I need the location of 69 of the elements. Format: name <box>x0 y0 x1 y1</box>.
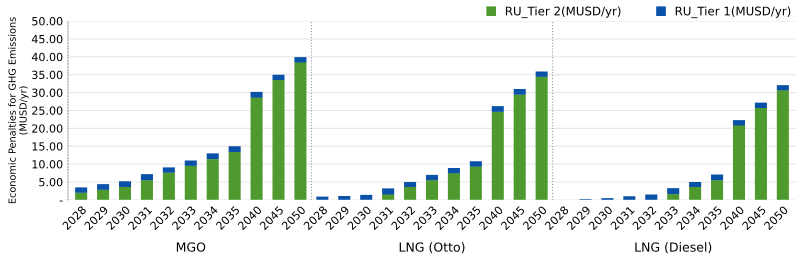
bar <box>184 160 197 166</box>
bar <box>316 196 328 200</box>
bar <box>162 167 175 173</box>
bar <box>250 92 263 98</box>
bar <box>689 187 702 200</box>
bar <box>536 71 548 77</box>
bar <box>689 182 702 188</box>
y-tick-label: 15.00 <box>32 142 62 151</box>
bar <box>294 62 306 200</box>
bar <box>206 153 219 160</box>
y-tick-label: 35.00 <box>32 70 62 80</box>
bar <box>404 187 416 200</box>
bar <box>382 188 394 195</box>
bar <box>776 90 789 200</box>
y-axis-title: Economic Penalties for GHG Emissions (MUSD/yr) <box>8 17 29 204</box>
bar <box>645 194 658 200</box>
bar <box>250 98 263 200</box>
y-tick-label: 40.00 <box>32 52 62 62</box>
bar <box>404 182 416 188</box>
bar <box>514 94 526 200</box>
bar <box>382 194 394 200</box>
bar <box>228 146 241 152</box>
bar <box>492 106 504 112</box>
bar <box>228 152 241 200</box>
bar <box>536 76 548 200</box>
bar <box>162 172 175 200</box>
bar <box>667 188 680 194</box>
bar <box>272 74 285 80</box>
bar <box>448 168 460 174</box>
bar <box>732 125 746 200</box>
bar <box>514 89 526 95</box>
bar <box>470 166 482 200</box>
bar <box>294 57 306 63</box>
bar <box>140 174 153 180</box>
bar <box>118 181 132 188</box>
bar <box>426 174 438 180</box>
bar <box>75 187 88 193</box>
y-tick-label: - <box>60 200 63 202</box>
text: LNG (Otto) <box>400 242 464 254</box>
bar <box>426 180 438 200</box>
legend-label: RU_Tier 2(MUSD/yr) <box>506 6 620 18</box>
y-tick-label: 30.00 <box>32 88 62 97</box>
y-tick-label: 50.00 <box>32 17 62 26</box>
text: MGO <box>176 242 206 252</box>
bar <box>732 120 746 126</box>
bar <box>97 184 110 190</box>
y-tick-label: 45.00 <box>32 34 62 44</box>
bar <box>711 174 724 180</box>
bar <box>470 161 482 167</box>
bar <box>75 192 88 200</box>
legend-label: RU_Tier 1(MUSD/yr) <box>676 6 790 18</box>
bar <box>184 166 197 200</box>
bar <box>754 102 767 108</box>
bar <box>272 80 285 200</box>
bar <box>118 187 132 200</box>
y-tick-label: 25.00 <box>32 106 62 115</box>
bar <box>97 190 110 200</box>
bar <box>776 85 789 90</box>
y-tick-label: 5.00 <box>39 178 62 186</box>
text: LNG (Diesel) <box>635 242 712 254</box>
bar <box>711 180 724 200</box>
bar <box>140 180 153 200</box>
bar <box>206 159 219 200</box>
bar <box>667 194 680 200</box>
bar <box>492 112 504 200</box>
bar <box>754 108 767 200</box>
y-tick-label: 20.00 <box>32 124 62 133</box>
y-tick-label: 10.00 <box>32 160 62 168</box>
bar <box>448 173 460 200</box>
